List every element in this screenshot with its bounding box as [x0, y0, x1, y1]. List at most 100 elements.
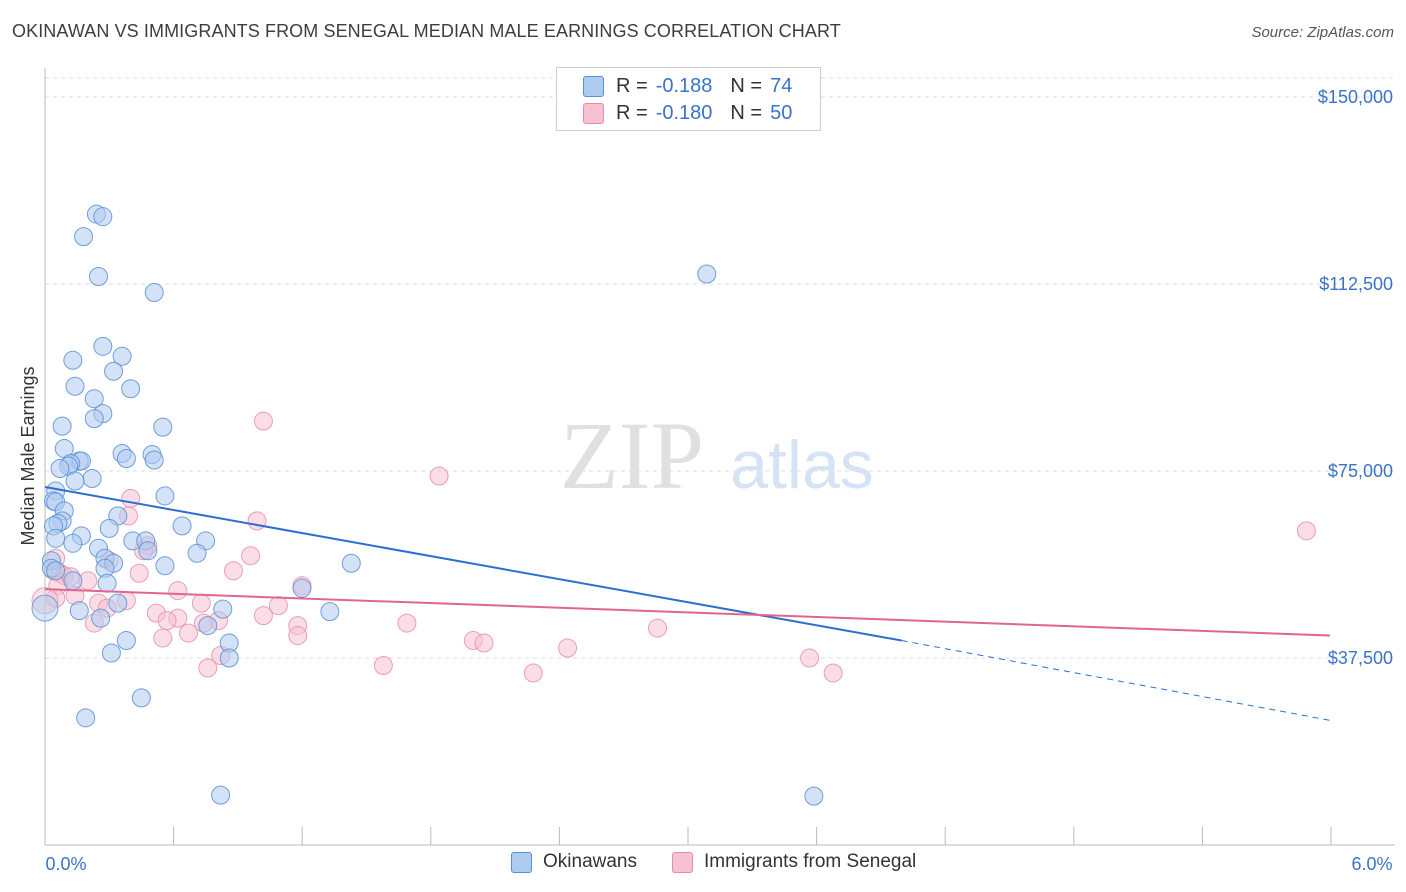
- data-point-okinawan: [46, 561, 66, 581]
- legend-r-value: -0.180: [655, 101, 713, 124]
- legend-swatch-blue: [511, 851, 532, 873]
- data-point-okinawan: [101, 643, 121, 663]
- watermark: ZIP atlas: [560, 402, 874, 509]
- data-point-okinawan: [63, 533, 83, 553]
- data-point-okinawan: [89, 267, 109, 287]
- trend-line-senegal: [44, 588, 1331, 637]
- data-point-okinawan: [76, 708, 96, 728]
- data-point-senegal: [823, 663, 843, 683]
- data-point-senegal: [253, 411, 273, 431]
- data-point-senegal: [1296, 521, 1316, 541]
- legend-swatch-pink: [672, 851, 693, 873]
- series-legend-label: Okinawans: [543, 851, 637, 872]
- data-point-okinawan: [97, 573, 117, 593]
- data-point-okinawan: [84, 409, 104, 429]
- data-point-okinawan: [116, 449, 136, 469]
- data-point-senegal: [429, 466, 449, 486]
- data-point-senegal: [121, 488, 141, 508]
- y-tick-label: $112,500: [1319, 274, 1393, 294]
- data-point-okinawan: [155, 556, 175, 576]
- data-point-okinawan: [63, 571, 83, 591]
- data-point-senegal: [800, 648, 820, 668]
- legend-r-value: -0.188: [655, 74, 713, 97]
- series-legend-okinawans[interactable]: Okinawans: [511, 851, 637, 873]
- data-point-okinawan: [213, 599, 233, 619]
- legend-swatch-blue: [583, 75, 604, 97]
- trend-line-okinawans-extension: [901, 640, 1331, 721]
- data-point-okinawan: [198, 616, 218, 636]
- chart-source: Source: ZipAtlas.com: [1251, 24, 1394, 41]
- data-point-okinawan: [104, 361, 124, 381]
- data-point-senegal: [397, 613, 417, 633]
- legend-r-label: R =: [616, 74, 648, 97]
- y-tick-label: $75,000: [1328, 461, 1393, 481]
- data-point-okinawan: [93, 207, 113, 227]
- series-okinawan-points: [31, 204, 824, 806]
- data-point-okinawan: [65, 376, 85, 396]
- data-point-okinawan: [84, 389, 104, 409]
- data-point-senegal: [247, 511, 267, 531]
- data-point-okinawan: [697, 264, 717, 284]
- data-point-okinawan: [99, 518, 119, 538]
- data-point-okinawan: [211, 785, 231, 805]
- data-point-senegal: [168, 581, 188, 601]
- legend-n-value: 50: [770, 101, 793, 124]
- trend-lines: [44, 485, 1331, 721]
- data-point-okinawan: [144, 450, 164, 470]
- legend-row-okinawans: R = -0.188 N = 74: [583, 73, 792, 99]
- data-point-okinawan: [804, 786, 824, 806]
- data-point-senegal: [558, 638, 578, 658]
- data-point-senegal: [373, 655, 393, 675]
- data-point-okinawan: [341, 553, 361, 573]
- legend-n-label: N =: [730, 74, 763, 97]
- data-point-senegal: [241, 546, 261, 566]
- chart-title: OKINAWAN VS IMMIGRANTS FROM SENEGAL MEDI…: [12, 21, 841, 41]
- data-point-okinawan: [131, 688, 151, 708]
- data-point-okinawan: [52, 416, 72, 436]
- data-point-senegal: [253, 606, 273, 626]
- data-point-senegal: [198, 658, 218, 678]
- watermark-atlas: atlas: [730, 427, 874, 503]
- data-point-okinawan: [112, 346, 132, 366]
- legend-row-senegal: R = -0.180 N = 50: [583, 100, 792, 126]
- legend-swatch-pink: [583, 102, 604, 124]
- data-point-senegal: [223, 561, 243, 581]
- y-tick-label: $37,500: [1328, 648, 1393, 668]
- data-point-senegal: [157, 611, 177, 631]
- correlation-legend: R = -0.188 N = 74 R = -0.180 N = 50: [556, 67, 821, 131]
- data-point-okinawan: [144, 282, 164, 302]
- data-point-okinawan: [50, 459, 70, 479]
- data-point-okinawan: [91, 608, 111, 628]
- data-point-okinawan: [63, 350, 83, 370]
- data-point-okinawan: [46, 528, 66, 548]
- y-tick-labels: $37,500 $75,000 $112,500 $150,000: [1318, 87, 1393, 668]
- data-point-okinawan: [116, 631, 136, 651]
- data-point-okinawan: [93, 336, 113, 356]
- data-point-senegal: [178, 623, 198, 643]
- x-tick-label-left: 0.0%: [45, 854, 86, 874]
- data-point-okinawan: [74, 227, 94, 247]
- data-point-senegal: [648, 618, 668, 638]
- data-point-okinawan: [121, 379, 141, 399]
- watermark-zip: ZIP: [560, 402, 704, 509]
- data-point-okinawan: [320, 602, 340, 622]
- data-point-senegal: [129, 563, 149, 583]
- legend-r-label: R =: [616, 101, 648, 124]
- data-point-okinawan: [138, 541, 158, 561]
- data-point-senegal: [191, 593, 211, 613]
- series-legend-label: Immigrants from Senegal: [704, 851, 917, 872]
- data-point-okinawan: [172, 516, 192, 536]
- data-point-okinawan: [292, 578, 312, 598]
- y-axis-label: Median Male Earnings: [18, 366, 38, 545]
- legend-n-value: 74: [770, 74, 793, 97]
- series-legend: Okinawans Immigrants from Senegal: [0, 851, 1406, 877]
- data-point-senegal: [153, 628, 173, 648]
- data-point-okinawan: [82, 468, 102, 488]
- data-point-senegal: [288, 626, 308, 646]
- data-point-okinawan: [65, 471, 85, 491]
- data-point-senegal: [474, 633, 494, 653]
- data-point-okinawan: [219, 648, 239, 668]
- series-legend-senegal[interactable]: Immigrants from Senegal: [672, 851, 916, 873]
- data-point-okinawan: [187, 543, 207, 563]
